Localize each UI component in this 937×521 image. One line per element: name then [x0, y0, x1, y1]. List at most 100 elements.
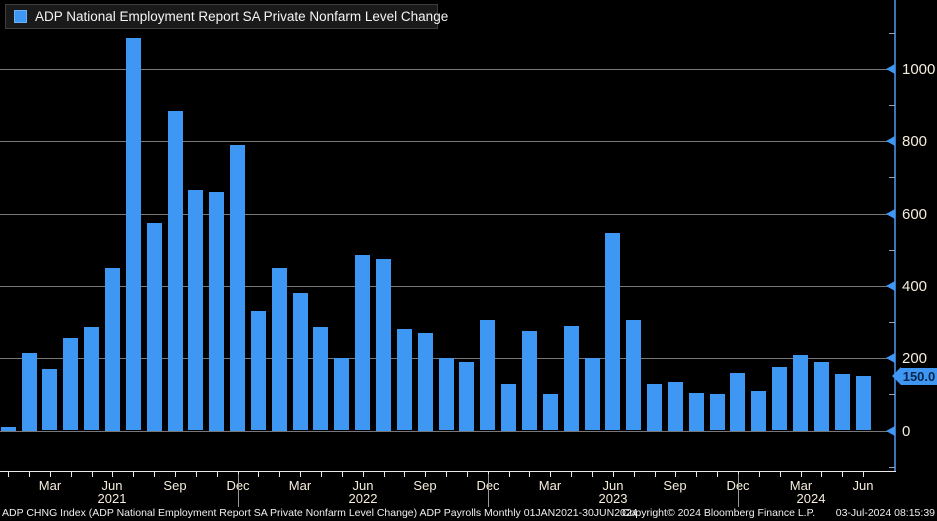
- bar-nov-2023: [710, 394, 725, 430]
- x-tick-feb-2022: [279, 472, 280, 477]
- y-minor-tick--100: [889, 467, 895, 468]
- bar-jan-2024: [751, 391, 766, 431]
- y-minor-tick-300: [889, 322, 895, 323]
- y-tick-label-1000: 1000: [902, 61, 936, 78]
- x-tick-feb-2024: [780, 472, 781, 477]
- x-tick-jan-2021: [8, 472, 9, 477]
- x-tick-label-jun-2023: Jun: [602, 478, 624, 493]
- y-minor-tick-700: [889, 177, 895, 178]
- x-tick-label-mar-2023: Mar: [538, 478, 562, 493]
- bar-jan-2022: [251, 311, 266, 430]
- x-tick-nov-2021: [217, 472, 218, 477]
- y-tick-arrow-200: [886, 353, 895, 363]
- x-tick-apr-2022: [321, 472, 322, 477]
- bar-feb-2023: [522, 331, 537, 430]
- footer-timestamp: 03-Jul-2024 08:15:39: [835, 507, 935, 519]
- y-tick-arrow-600: [886, 209, 895, 219]
- x-tick-mar-2022: [300, 472, 301, 477]
- x-tick-feb-2023: [529, 472, 530, 477]
- bar-may-2022: [334, 358, 349, 430]
- bar-oct-2023: [689, 393, 704, 431]
- year-separator: [238, 474, 239, 507]
- x-tick-label-sep-2022: Sep: [413, 478, 437, 493]
- y-tick-arrow-400: [886, 281, 895, 291]
- chart-legend-item[interactable]: ADP National Employment Report SA Privat…: [5, 4, 448, 29]
- bar-oct-2022: [439, 358, 454, 430]
- bar-jan-2023: [501, 384, 516, 431]
- x-tick-jan-2023: [509, 472, 510, 477]
- x-tick-mar-2021: [50, 472, 51, 477]
- bar-may-2024: [835, 374, 850, 430]
- bar-jun-2023: [605, 233, 620, 430]
- x-tick-mar-2023: [550, 472, 551, 477]
- footer-copyright: Copyright© 2024 Bloomberg Finance L.P.: [622, 507, 816, 519]
- x-tick-oct-2022: [446, 472, 447, 477]
- x-tick-apr-2021: [71, 472, 72, 477]
- x-tick-jun-2021: [112, 472, 113, 477]
- x-year-label-2023: 2023: [598, 491, 628, 506]
- bar-dec-2022: [480, 320, 495, 430]
- x-tick-label-jun-2021: Jun: [101, 478, 123, 493]
- x-tick-label-jun-2022: Jun: [352, 478, 374, 493]
- legend-series-label: ADP National Employment Report SA Privat…: [35, 9, 449, 24]
- gridline-y400: [0, 286, 894, 287]
- x-tick-jul-2022: [384, 472, 385, 477]
- x-year-label-2024: 2024: [796, 491, 826, 506]
- bar-jun-2022: [355, 255, 370, 430]
- bar-may-2023: [585, 358, 600, 430]
- y-minor-tick-1100: [889, 33, 895, 34]
- y-minor-tick-500: [889, 250, 895, 251]
- bar-apr-2023: [564, 326, 579, 431]
- gridline-y800: [0, 141, 894, 142]
- y-minor-tick-900: [889, 105, 895, 106]
- gridline-y0: [0, 431, 894, 432]
- x-tick-aug-2022: [404, 472, 405, 477]
- x-tick-nov-2022: [467, 472, 468, 477]
- bar-jul-2023: [626, 320, 641, 430]
- bar-jan-2021: [1, 427, 16, 431]
- bar-feb-2024: [772, 367, 787, 430]
- bar-nov-2021: [209, 192, 224, 431]
- gridline-y600: [0, 214, 894, 215]
- y-axis-line: [894, 0, 896, 471]
- y-tick-arrow-800: [886, 136, 895, 146]
- x-tick-apr-2023: [571, 472, 572, 477]
- legend-series-swatch-icon: [14, 10, 27, 23]
- bar-oct-2021: [188, 190, 203, 430]
- x-tick-oct-2023: [696, 472, 697, 477]
- x-tick-jan-2022: [258, 472, 259, 477]
- x-tick-jun-2022: [363, 472, 364, 477]
- footer-bar: ADP CHNG Index (ADP National Employment …: [0, 506, 937, 521]
- x-tick-sep-2023: [675, 472, 676, 477]
- bar-aug-2021: [147, 223, 162, 431]
- x-tick-label-sep-2023: Sep: [663, 478, 687, 493]
- bar-jun-2024: [856, 376, 871, 430]
- y-tick-label-200: 200: [902, 350, 928, 367]
- x-tick-jun-2023: [613, 472, 614, 477]
- x-tick-jul-2023: [634, 472, 635, 477]
- x-tick-aug-2021: [154, 472, 155, 477]
- bar-feb-2022: [272, 268, 287, 431]
- x-tick-may-2021: [92, 472, 93, 477]
- y-tick-arrow-1000: [886, 64, 895, 74]
- x-tick-may-2024: [842, 472, 843, 477]
- bar-mar-2024: [793, 355, 808, 431]
- y-tick-label-0: 0: [902, 423, 911, 440]
- x-tick-mar-2024: [801, 472, 802, 477]
- bar-nov-2022: [459, 362, 474, 431]
- x-year-label-2022: 2022: [348, 491, 378, 506]
- bar-sep-2023: [668, 382, 683, 431]
- x-tick-apr-2024: [821, 472, 822, 477]
- bar-may-2021: [84, 327, 99, 430]
- x-tick-label-jun-2024: Jun: [852, 478, 874, 493]
- x-tick-label-mar-2022: Mar: [288, 478, 312, 493]
- bar-aug-2022: [397, 329, 412, 430]
- bar-apr-2021: [63, 338, 78, 430]
- x-tick-jan-2024: [759, 472, 760, 477]
- bar-apr-2022: [313, 327, 328, 430]
- x-tick-may-2022: [342, 472, 343, 477]
- x-tick-feb-2021: [29, 472, 30, 477]
- x-tick-may-2023: [592, 472, 593, 477]
